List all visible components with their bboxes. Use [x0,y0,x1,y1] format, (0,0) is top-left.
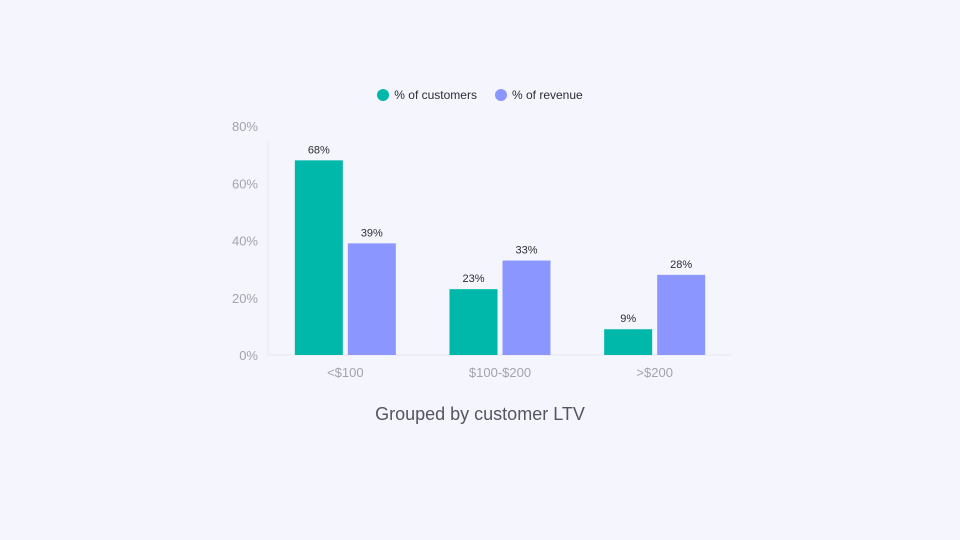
legend-item-customers[interactable]: % of customers [377,88,477,102]
y-tick-label: 20% [232,291,258,306]
legend-label-revenue: % of revenue [511,88,583,102]
chart-legend: % of customers % of revenue [0,88,960,102]
bar [657,274,706,355]
bar [604,329,653,355]
legend-swatch-revenue [494,89,507,101]
bar [347,243,396,355]
legend-swatch-customers [377,89,390,101]
legend-label-customers: % of customers [394,88,477,102]
bar-value-label: 33% [515,245,537,257]
y-tick-label: 40% [232,234,258,249]
x-tick-label: <$100 [327,365,364,380]
bar [449,289,498,355]
bar-value-label: 9% [620,313,636,325]
bar-value-label: 28% [670,259,692,271]
x-axis-title: Grouped by customer LTV [375,404,585,424]
bar-value-label: 39% [361,227,383,239]
y-tick-label: 80% [232,119,258,134]
bar-value-label: 68% [308,144,330,156]
bar [502,260,551,355]
legend-item-revenue[interactable]: % of revenue [494,88,583,102]
x-tick-label: $100-$200 [469,365,531,380]
x-tick-label: >$200 [636,365,673,380]
y-tick-label: 0% [239,348,258,363]
bar [294,160,343,355]
bar-value-label: 23% [462,273,484,285]
y-tick-label: 60% [232,176,258,191]
